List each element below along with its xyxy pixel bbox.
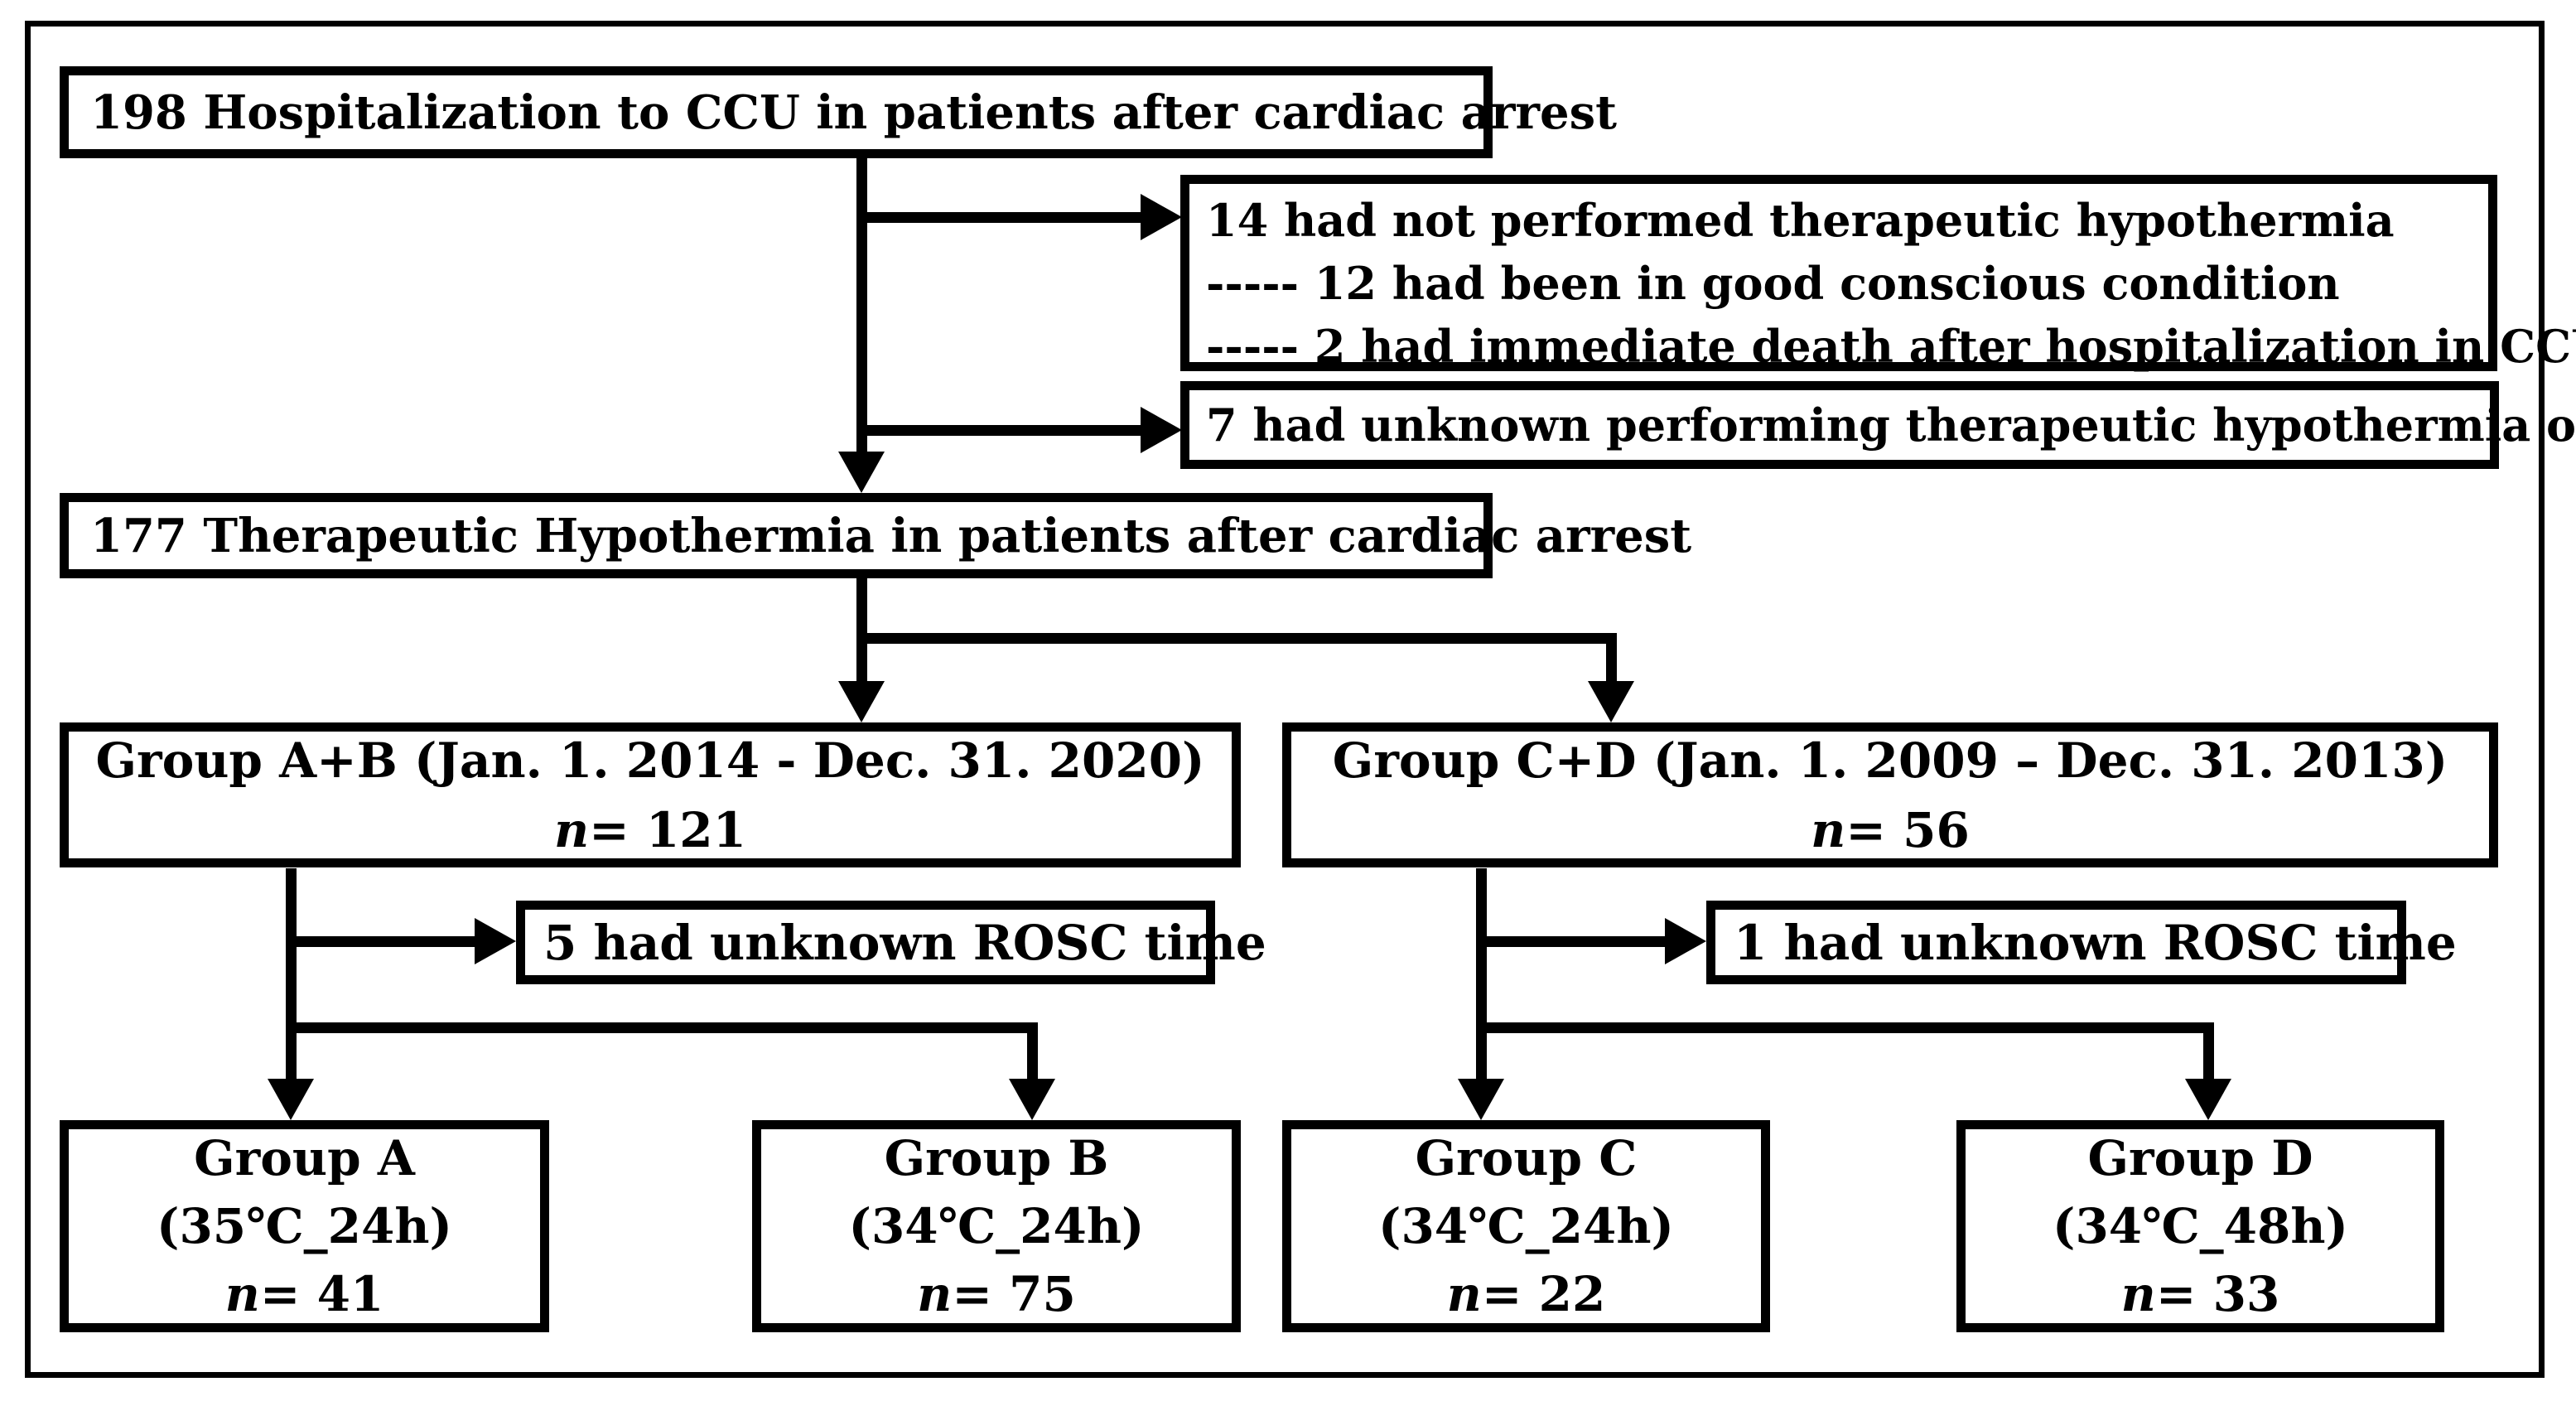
arrowhead-into-rosc-left: [475, 918, 516, 964]
connector-ab-to-b-line: [1027, 1022, 1038, 1080]
exclusion-line-2: ----- 12 had been in good conscious cond…: [1206, 257, 2340, 310]
group-d-n-value: = 33: [2155, 1266, 2280, 1322]
group-c-temp: (34℃_24h): [1378, 1198, 1674, 1254]
box-hospitalization-198-text: 198 Hospitalization to CCU in patients a…: [90, 85, 1617, 140]
group-d-n-symbol: n: [2120, 1266, 2156, 1322]
connector-cd-down-line: [1476, 868, 1487, 1080]
group-ab-n-symbol: n: [553, 801, 590, 858]
box-exclusion-no-hypothermia: 14 had not performed therapeutic hypothe…: [1180, 175, 2576, 373]
exclusion-line-3: ----- 2 had immediate death after hospit…: [1206, 320, 2576, 373]
arrowhead-into-group-d: [2185, 1079, 2231, 1120]
group-ab-title: Group A+B (Jan. 1. 2014 - Dec. 31. 2020): [95, 732, 1205, 789]
exclusion-unknown-text: 7 had unknown performing therapeutic hyp…: [1206, 399, 2576, 452]
connector-to-exclusion2-line: [861, 425, 1141, 436]
group-b-n-symbol: n: [917, 1266, 953, 1322]
outer-frame: [25, 21, 2545, 1378]
box-group-a: Group A (35℃_24h) n= 41: [60, 1120, 549, 1332]
arrowhead-into-rosc-right: [1665, 918, 1706, 964]
group-a-temp: (35℃_24h): [157, 1198, 452, 1254]
connector-to-exclusion1-line: [861, 212, 1141, 223]
arrowhead-into-exclusion1: [1141, 194, 1182, 240]
rosc-right-text: 1 had unknown ROSC time: [1734, 914, 2457, 971]
group-c-n-symbol: n: [1446, 1266, 1482, 1322]
arrowhead-into-group-b: [1009, 1079, 1055, 1120]
box-hospitalization-198: 198 Hospitalization to CCU in patients a…: [60, 66, 1617, 158]
group-a-title: Group A: [194, 1130, 415, 1186]
group-d-n: n= 33: [2121, 1260, 2280, 1328]
group-ab-n-value: = 121: [589, 801, 747, 858]
connector-cd-to-d-line: [2203, 1022, 2214, 1080]
connector-ab-branch-horizontal: [286, 1022, 1038, 1033]
box-exclusion-unknown-hypothermia: 7 had unknown performing therapeutic hyp…: [1180, 381, 2576, 469]
rosc-left-text: 5 had unknown ROSC time: [543, 914, 1266, 971]
connector-ab-down-line: [286, 868, 297, 1080]
group-cd-n: n= 56: [1811, 795, 1970, 865]
group-c-title: Group C: [1415, 1130, 1638, 1186]
group-d-temp: (34℃_48h): [2053, 1198, 2348, 1254]
group-a-n-symbol: n: [224, 1266, 260, 1322]
group-cd-n-symbol: n: [1811, 801, 1846, 858]
group-a-n: n= 41: [225, 1260, 384, 1328]
group-ab-n: n= 121: [554, 795, 746, 865]
arrowhead-into-exclusion2: [1141, 407, 1182, 453]
group-b-temp: (34℃_24h): [848, 1198, 1145, 1254]
connector-177-to-cd-line: [1606, 633, 1617, 683]
box-rosc-unknown-left: 5 had unknown ROSC time: [516, 901, 1266, 984]
connector-198-to-177-line: [856, 158, 867, 453]
arrowhead-into-177: [838, 452, 885, 493]
box-group-cd: Group C+D (Jan. 1. 2009 – Dec. 31. 2013)…: [1282, 722, 2498, 867]
group-a-n-value: = 41: [259, 1266, 384, 1322]
group-b-n: n= 75: [917, 1260, 1076, 1328]
box-therapeutic-hypothermia-177-text: 177 Therapeutic Hypothermia in patients …: [90, 508, 1692, 563]
arrowhead-into-group-cd: [1588, 681, 1634, 722]
group-b-title: Group B: [884, 1130, 1109, 1186]
group-cd-n-value: = 56: [1845, 801, 1970, 858]
box-group-ab: Group A+B (Jan. 1. 2014 - Dec. 31. 2020)…: [60, 722, 1241, 867]
box-therapeutic-hypothermia-177: 177 Therapeutic Hypothermia in patients …: [60, 493, 1691, 578]
group-b-n-value: = 75: [952, 1266, 1076, 1322]
group-c-n: n= 22: [1447, 1260, 1606, 1328]
arrowhead-into-group-c: [1458, 1079, 1504, 1120]
connector-ab-to-rosc-line: [291, 936, 475, 947]
box-group-c: Group C (34℃_24h) n= 22: [1282, 1120, 1770, 1332]
connector-177-to-ab-line: [856, 578, 867, 683]
box-group-b: Group B (34℃_24h) n= 75: [752, 1120, 1241, 1332]
group-d-title: Group D: [2087, 1130, 2313, 1186]
arrowhead-into-group-a: [268, 1079, 314, 1120]
exclusion-line-1: 14 had not performed therapeutic hypothe…: [1206, 194, 2395, 247]
arrowhead-into-group-ab: [838, 681, 885, 722]
connector-cd-branch-horizontal: [1476, 1022, 2214, 1033]
group-c-n-value: = 22: [1481, 1266, 1606, 1322]
connector-cd-to-rosc-line: [1481, 936, 1665, 947]
group-cd-title: Group C+D (Jan. 1. 2009 – Dec. 31. 2013): [1332, 732, 2448, 789]
connector-177-branch-horizontal: [856, 633, 1617, 644]
box-rosc-unknown-right: 1 had unknown ROSC time: [1706, 901, 2457, 984]
box-group-d: Group D (34℃_48h) n= 33: [1956, 1120, 2444, 1332]
